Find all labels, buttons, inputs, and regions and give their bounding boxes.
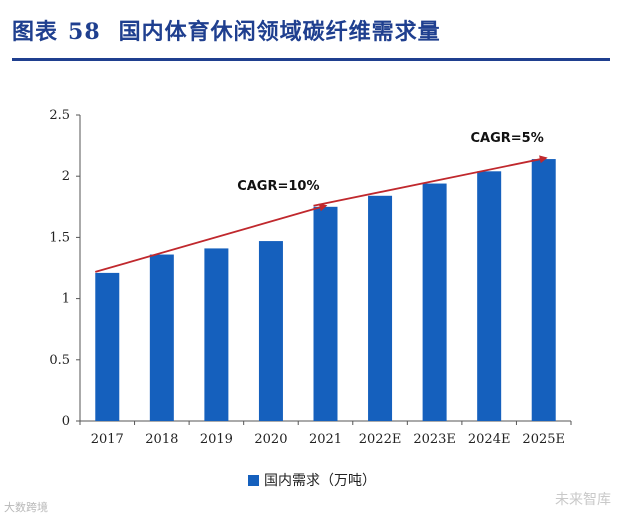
x-tick-label: 2022E xyxy=(359,432,402,447)
chart-legend: 国内需求（万吨） xyxy=(248,470,376,490)
x-tick-label: 2018 xyxy=(145,432,178,447)
x-tick-label: 2021 xyxy=(309,432,342,447)
bar-2020 xyxy=(258,241,283,421)
y-tick-label: 1 xyxy=(62,292,70,307)
y-tick-labels: 0 0.5 1 1.5 2 2.5 xyxy=(49,108,70,429)
cagr-annotations: CAGR=10% CAGR=5% xyxy=(95,131,548,273)
figure-title: 图表 58 国内体育休闲领域碳纤维需求量 xyxy=(12,14,441,46)
bar-2017 xyxy=(95,272,120,421)
bar-2024E xyxy=(477,171,502,421)
figure-header: 图表 58 国内体育休闲领域碳纤维需求量 xyxy=(12,14,612,48)
cagr-label: CAGR=10% xyxy=(237,179,319,194)
figure-number: 58 xyxy=(68,19,101,45)
bar-2025E xyxy=(531,159,556,421)
bar-2022E xyxy=(368,195,393,421)
bar-2018 xyxy=(149,254,174,421)
x-tick-label: 2020 xyxy=(254,432,287,447)
x-tick-label: 2023E xyxy=(413,432,456,447)
x-tick-labels: 2017 2018 2019 2020 2021 2022E 2023E 2024E 2025E xyxy=(91,432,565,447)
figure-label: 图表 xyxy=(12,19,59,45)
y-tick-label: 2.5 xyxy=(49,108,70,123)
bar-2021 xyxy=(313,206,338,421)
y-tick-label: 2 xyxy=(62,169,70,184)
bar-2023E xyxy=(422,183,447,421)
cagr-trend-arrow xyxy=(313,155,548,207)
x-tick-label: 2025E xyxy=(522,432,565,447)
y-tick-label: 1.5 xyxy=(49,230,70,245)
watermark-right: 未来智库 xyxy=(555,492,611,508)
x-tick-label: 2017 xyxy=(91,432,124,447)
cagr-label: CAGR=5% xyxy=(470,131,543,146)
bar-chart: 2017 2018 2019 2020 2021 2022E 2023E 2024E 2025E… xyxy=(49,108,572,447)
x-tick-label: 2019 xyxy=(200,432,233,447)
bar-2019 xyxy=(204,248,229,421)
watermark-left: 大数跨境 xyxy=(4,501,48,514)
cagr-trend-arrow xyxy=(95,203,328,273)
legend-label: 国内需求（万吨） xyxy=(264,473,376,489)
y-tick-label: 0 xyxy=(62,414,70,429)
legend-swatch xyxy=(248,474,259,486)
y-tick-label: 0.5 xyxy=(49,353,70,368)
chart-bars xyxy=(95,159,556,421)
title-divider xyxy=(12,58,610,61)
x-tick-label: 2024E xyxy=(468,432,511,447)
figure-title-text: 国内体育休闲领域碳纤维需求量 xyxy=(118,19,441,45)
